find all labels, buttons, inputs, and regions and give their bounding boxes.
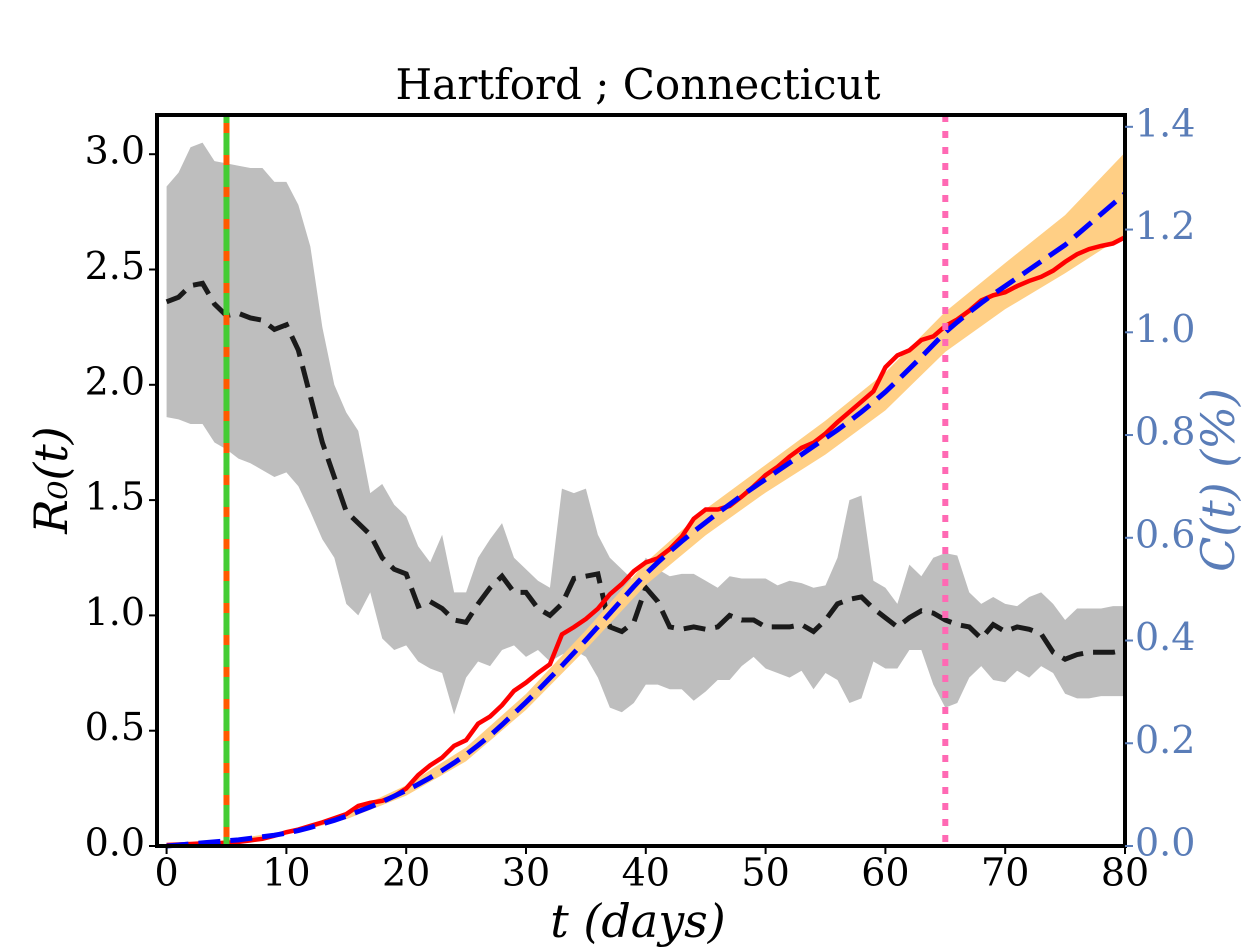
y2-tick-label: 1.0: [1135, 307, 1195, 351]
x-tick-label: 20: [382, 851, 430, 895]
confidence-band: [166, 142, 1125, 715]
x-tick-label: 50: [741, 851, 789, 895]
y-tick-label: 0.5: [85, 705, 145, 749]
y2-tick-label: 1.2: [1135, 204, 1195, 248]
series-line: [165, 280, 1126, 662]
y2-axis-label: C(t) (%): [1191, 388, 1245, 572]
y-tick-label: 0.0: [85, 821, 145, 865]
y-tick-label: 1.5: [85, 475, 145, 519]
x-tick-label: 10: [262, 851, 310, 895]
x-tick-label: 60: [861, 851, 909, 895]
x-tick-label: 70: [981, 851, 1029, 895]
x-tick-label: 80: [1101, 851, 1149, 895]
y2-tick-label: 0.6: [1135, 512, 1195, 556]
x-tick-label: 0: [154, 851, 178, 895]
series-line: [166, 191, 1127, 849]
y-tick-label: 1.0: [85, 590, 145, 634]
y-axis-label: R₀(t): [24, 426, 78, 534]
y2-tick-label: 0.0: [1135, 821, 1195, 865]
y2-tick-label: 1.4: [1135, 101, 1195, 145]
x-tick-label: 30: [502, 851, 550, 895]
y-tick-label: 3.0: [85, 129, 145, 173]
x-tick-label: 40: [622, 851, 670, 895]
x-axis-label: t (days): [550, 894, 725, 948]
y-tick-label: 2.5: [85, 244, 145, 288]
y2-tick-label: 0.8: [1135, 410, 1195, 454]
y2-tick-label: 0.4: [1135, 615, 1195, 659]
plot-frame: [155, 113, 1127, 848]
chart-title: Hartford ; Connecticut: [396, 60, 881, 109]
y-tick-label: 2.0: [85, 359, 145, 403]
y2-tick-label: 0.2: [1135, 718, 1195, 762]
